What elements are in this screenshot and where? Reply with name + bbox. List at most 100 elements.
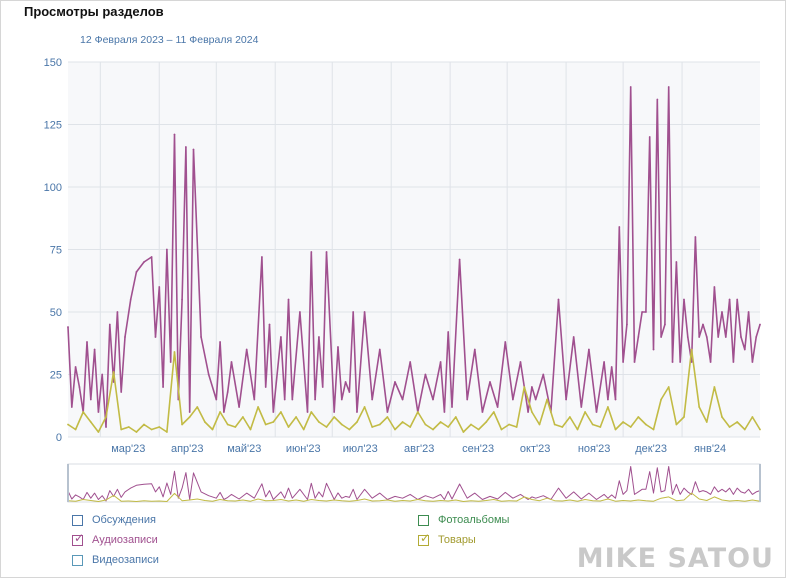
data-point-goods: [264, 423, 267, 426]
legend-item-videos[interactable]: Видеозаписи: [72, 554, 159, 566]
data-point-goods: [203, 421, 206, 423]
main-plot: 0 25 50 75 100 125 150 мар'23 апр'23 май'23 июн'23…: [44, 57, 761, 455]
data-point-audio: [253, 398, 256, 401]
data-point-audio: [572, 336, 575, 338]
data-point-goods: [546, 398, 548, 401]
data-point-goods: [614, 428, 617, 431]
data-point-goods: [181, 423, 183, 426]
data-point-goods: [607, 406, 609, 408]
data-point-audio: [268, 323, 271, 326]
y-tick-label: 25: [50, 370, 62, 382]
data-point-audio: [557, 298, 560, 301]
data-point-goods: [120, 428, 123, 431]
data-point-goods: [508, 423, 510, 426]
y-tick-label: 100: [44, 182, 62, 194]
data-point-goods: [538, 423, 541, 426]
x-tick-label: дек'23: [635, 443, 667, 455]
data-point-audio: [409, 361, 412, 363]
y-tick-label: 0: [56, 432, 62, 444]
data-point-audio: [743, 348, 746, 351]
data-point-audio: [607, 398, 609, 401]
overview-navigator[interactable]: [67, 463, 761, 503]
data-point-goods: [150, 428, 153, 431]
data-point-audio: [215, 398, 218, 401]
data-point-goods: [89, 421, 92, 423]
data-point-goods: [371, 426, 374, 428]
data-point-audio: [675, 261, 678, 263]
data-point-audio: [610, 366, 613, 368]
data-point-audio: [394, 381, 396, 383]
data-point-goods: [272, 421, 275, 423]
legend-item-goods[interactable]: ✓ Товары: [418, 532, 476, 546]
data-point-audio: [321, 386, 324, 388]
data-point-audio: [447, 331, 450, 333]
data-point-audio: [158, 286, 161, 288]
data-point-audio: [356, 411, 358, 413]
data-point-goods: [728, 426, 731, 428]
overview-line-goods: [67, 492, 761, 502]
data-point-audio: [181, 298, 183, 301]
data-point-audio: [656, 98, 659, 101]
data-point-goods: [439, 421, 442, 423]
data-point-goods: [219, 411, 221, 413]
data-point-audio: [580, 406, 583, 408]
data-point-audio: [732, 361, 735, 363]
data-point-audio: [280, 336, 282, 338]
data-point-audio: [207, 373, 210, 376]
legend-item-photos[interactable]: Фотоальбомы: [418, 514, 509, 526]
data-point-goods: [584, 411, 586, 413]
data-point-audio: [70, 406, 73, 408]
data-point-audio: [629, 86, 632, 88]
data-point-audio: [519, 361, 522, 363]
data-point-goods: [576, 428, 579, 431]
data-point-goods: [561, 426, 564, 428]
data-point-audio: [603, 361, 606, 363]
checkbox-videos[interactable]: [72, 554, 83, 566]
data-point-goods: [348, 428, 351, 431]
data-point-goods: [386, 416, 389, 418]
checkbox-discussions[interactable]: [72, 514, 83, 526]
data-point-audio: [314, 398, 317, 401]
legend-item-audio[interactable]: ✓ Аудиозаписи: [72, 530, 158, 546]
data-point-audio: [618, 226, 621, 228]
checkbox-audio[interactable]: ✓: [72, 530, 85, 546]
y-tick-label: 150: [44, 57, 62, 69]
data-point-goods: [667, 386, 670, 388]
data-point-goods: [226, 423, 229, 426]
data-point-goods: [500, 428, 503, 431]
series-line-goods: [67, 348, 761, 433]
x-tick-label: мар'23: [111, 443, 145, 455]
data-point-goods: [743, 428, 746, 431]
data-point-goods: [67, 423, 69, 426]
data-point-audio: [124, 336, 126, 338]
date-range[interactable]: 12 Февраля 2023 – 11 Февраля 2024: [80, 34, 259, 46]
legend-item-discussions[interactable]: Обсуждения: [72, 514, 156, 526]
checkbox-goods[interactable]: ✓: [418, 532, 430, 546]
data-point-goods: [675, 423, 678, 426]
data-point-audio: [108, 323, 111, 326]
data-point-audio: [291, 398, 294, 401]
data-point-goods: [409, 426, 412, 428]
data-point-goods: [333, 416, 336, 418]
data-point-goods: [280, 411, 282, 413]
data-point-goods: [759, 428, 761, 431]
data-point-goods: [629, 426, 632, 428]
data-point-audio: [261, 256, 263, 258]
data-point-audio: [325, 251, 328, 253]
data-point-goods: [173, 351, 176, 353]
data-point-goods: [196, 406, 199, 408]
data-point-goods: [325, 426, 328, 428]
data-point-goods: [127, 426, 130, 428]
data-point-goods: [530, 411, 533, 413]
data-point-goods: [492, 411, 495, 413]
checkmark-icon: ✓: [74, 530, 85, 545]
data-point-audio: [614, 398, 617, 401]
data-point-audio: [451, 406, 453, 408]
data-point-audio: [481, 411, 484, 413]
data-point-audio: [89, 398, 92, 401]
data-point-audio: [751, 361, 754, 363]
data-point-audio: [363, 311, 366, 313]
data-point-goods: [143, 423, 145, 426]
checkbox-photos[interactable]: [418, 514, 429, 526]
